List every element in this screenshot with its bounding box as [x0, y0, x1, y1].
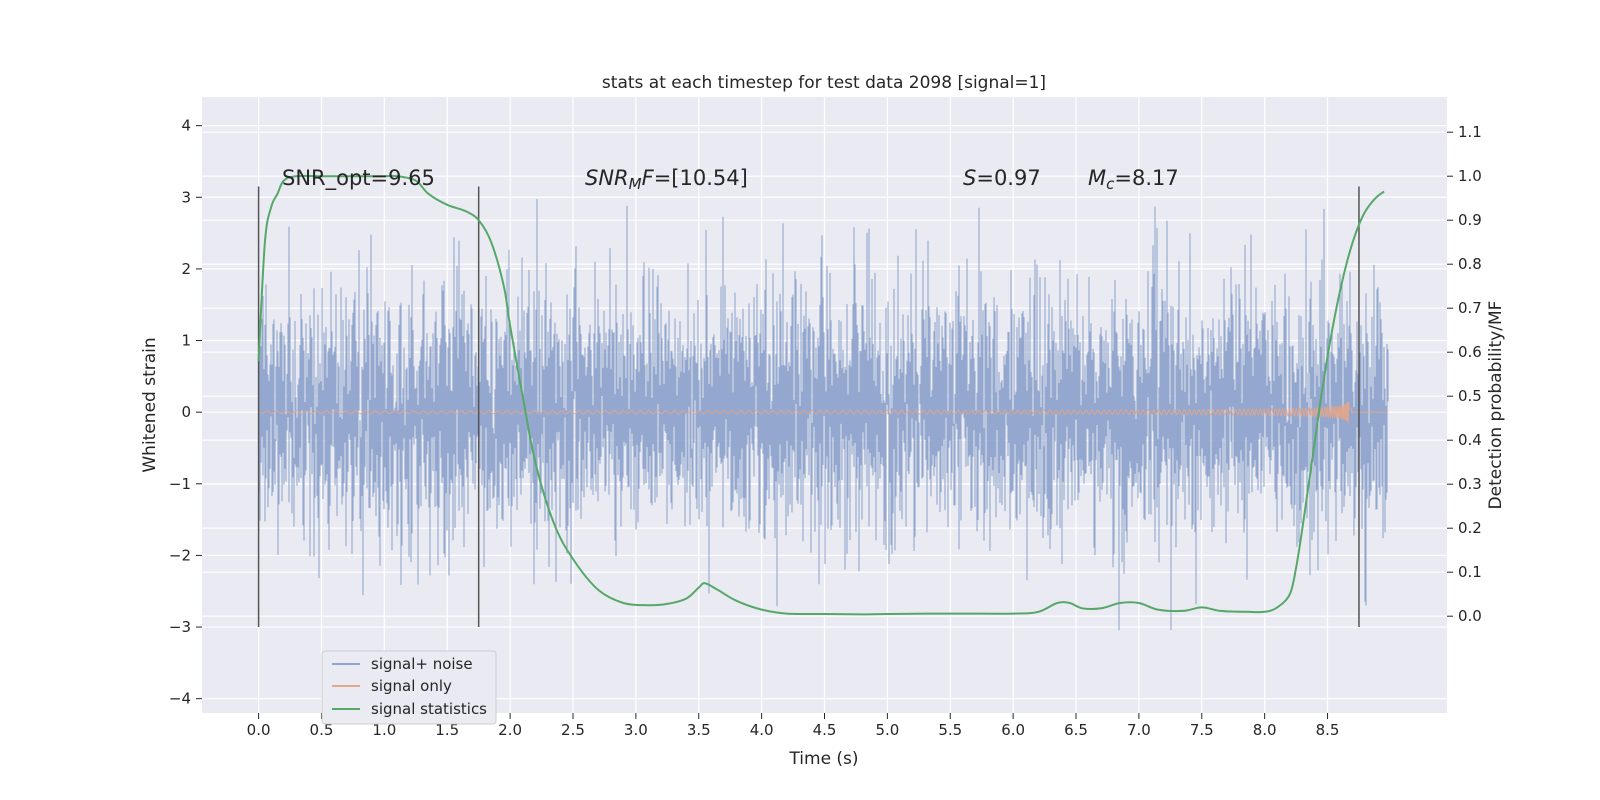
x-tick-label: 0.0 — [247, 721, 271, 739]
x-tick-label: 1.0 — [372, 721, 396, 739]
y2-tick-label: 0.3 — [1458, 475, 1482, 493]
legend-label-noise: signal+ noise — [371, 655, 473, 673]
signal-statistics-series — [257, 174, 1385, 616]
mc-value: =8.17 — [1114, 166, 1178, 190]
s-name: S — [963, 166, 976, 190]
x-tick-label: 3.5 — [687, 721, 711, 739]
legend-label-stats: signal statistics — [371, 700, 487, 718]
signal-trace — [258, 401, 1388, 424]
y-tick-label: 4 — [181, 117, 191, 135]
mc-name: M — [1088, 166, 1106, 190]
x-tick-label: 5.0 — [875, 721, 899, 739]
y2-tick-label: 0.9 — [1458, 211, 1482, 229]
y2-tick-label: 0.2 — [1458, 519, 1482, 537]
x-tick-label: 4.0 — [750, 721, 774, 739]
x-axis-ticks: 0.0 0.5 1.0 1.5 2.0 2.5 3.0 3.5 4.0 4.5 5.0 5.5 6.0 6… — [247, 713, 1340, 739]
y-axis-ticks: −4 −3 −2 −1 0 1 2 3 4 — [169, 117, 202, 708]
y-tick-label: 0 — [181, 403, 191, 421]
x-tick-label: 1.5 — [435, 721, 459, 739]
y2-tick-label: 0.1 — [1458, 563, 1482, 581]
y-tick-label: −3 — [169, 618, 191, 636]
y2-axis-ticks: 0.0 0.1 0.2 0.3 0.4 0.5 0.6 0.7 0.8 0.9 1.0 1.1 — [1447, 123, 1482, 625]
y-tick-label: −1 — [169, 475, 191, 493]
legend: signal+ noise signal only signal statist… — [321, 650, 497, 725]
x-tick-label: 6.5 — [1064, 721, 1088, 739]
stats-trace — [257, 174, 1385, 616]
signal-only-series — [258, 401, 1388, 424]
legend-label-signal: signal only — [371, 677, 452, 695]
x-tick-label: 8.5 — [1316, 721, 1340, 739]
x-tick-label: 7.5 — [1190, 721, 1214, 739]
annotation-s: S=0.97 — [963, 166, 1041, 190]
y2-tick-label: 1.0 — [1458, 167, 1482, 185]
annotation-snr-opt: SNR_opt=9.65 — [282, 166, 435, 191]
y2-tick-label: 1.1 — [1458, 123, 1482, 141]
x-tick-label: 5.5 — [938, 721, 962, 739]
y-tick-label: 3 — [181, 188, 191, 206]
y2-tick-label: 0.6 — [1458, 343, 1482, 361]
snr-mf-subscript: M — [629, 175, 642, 193]
x-tick-label: 3.0 — [624, 721, 648, 739]
window-lines — [257, 186, 1360, 628]
y2-tick-label: 0.8 — [1458, 255, 1482, 273]
y2-tick-label: 0.0 — [1458, 607, 1482, 625]
y2-tick-label: 0.5 — [1458, 387, 1482, 405]
y-tick-label: 2 — [181, 260, 191, 278]
chart-title: stats at each timestep for test data 209… — [602, 73, 1046, 93]
x-tick-label: 2.0 — [498, 721, 522, 739]
x-tick-label: 4.5 — [813, 721, 837, 739]
y-tick-label: −2 — [169, 546, 191, 564]
x-tick-label: 8.0 — [1253, 721, 1277, 739]
x-tick-label: 0.5 — [310, 721, 334, 739]
snr-mf-tail: F — [642, 166, 655, 190]
snr-mf-value: =[10.54] — [654, 166, 748, 190]
annotation-snr-mf: SNRMF=[10.54] — [585, 166, 748, 193]
annotation-mc: Mc=8.17 — [1088, 166, 1179, 193]
mc-subscript: c — [1106, 175, 1115, 193]
snr-mf-name: SNR — [585, 166, 629, 190]
x-tick-label: 7.0 — [1127, 721, 1151, 739]
legend-box — [321, 650, 497, 725]
y-axis-label: Whitened strain — [140, 337, 160, 472]
y2-axis-label: Detection probability/MF — [1486, 301, 1506, 510]
y2-tick-label: 0.7 — [1458, 299, 1482, 317]
x-axis-label: Time (s) — [788, 749, 858, 769]
x-tick-label: 2.5 — [561, 721, 585, 739]
y-tick-label: −4 — [169, 690, 191, 708]
y-tick-label: 1 — [181, 332, 191, 350]
s-value: =0.97 — [976, 166, 1040, 190]
y2-tick-label: 0.4 — [1458, 431, 1482, 449]
x-tick-label: 6.0 — [1001, 721, 1025, 739]
